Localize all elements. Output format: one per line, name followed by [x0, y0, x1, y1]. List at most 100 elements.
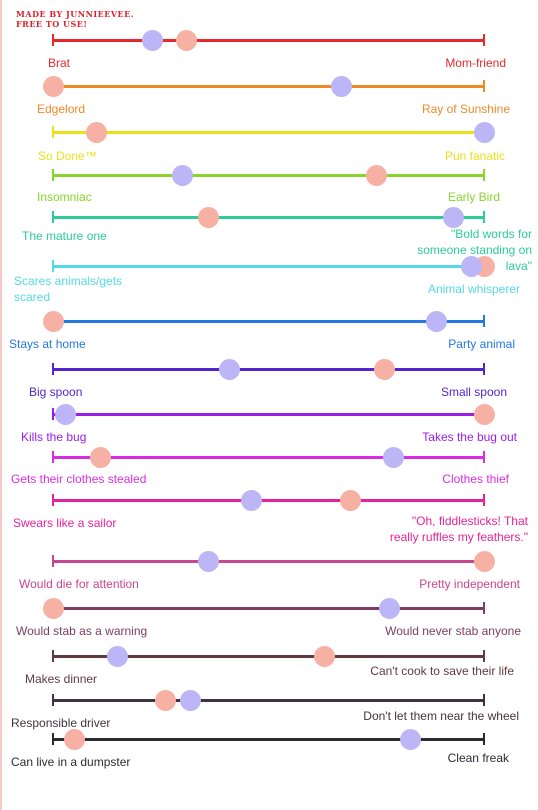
scale-line: [53, 738, 484, 741]
purple-marker-dot[interactable]: [240, 489, 262, 511]
purple-marker-dot[interactable]: [107, 645, 129, 667]
pink-marker-dot[interactable]: [365, 164, 387, 186]
scale-label-left: Would stab as a warning: [16, 624, 148, 638]
page-border-left: [0, 0, 2, 810]
scale-label-right: Clean freak: [447, 751, 509, 765]
scale-label-left: Brat: [48, 56, 71, 70]
scale-label-right: Mom-friend: [445, 56, 506, 70]
scale-tick-right: [483, 315, 485, 327]
scale-label-left: Swears like a sailor: [13, 516, 117, 530]
scale-label-left: Makes dinner: [25, 672, 98, 686]
scale-tick-right: [483, 34, 485, 46]
scale-tick-right: [483, 80, 485, 92]
scale-line: [53, 699, 484, 702]
scale-label-left: So Done™: [38, 149, 97, 163]
scale-label-right: Pretty independent: [419, 577, 520, 591]
purple-marker-dot[interactable]: [180, 689, 202, 711]
pink-marker-dot[interactable]: [64, 728, 86, 750]
scale-label-left: Can live in a dumpster: [11, 755, 131, 769]
scale-label-right: Small spoon: [440, 385, 507, 399]
pink-marker-dot[interactable]: [42, 597, 64, 619]
scale-label-right: Party animal: [448, 337, 515, 351]
scale-tick-left: [52, 555, 54, 567]
scale-line: [53, 85, 484, 88]
scale-label-left: Big spoon: [29, 385, 83, 399]
purple-marker-dot[interactable]: [219, 358, 241, 380]
credit-line-1: MADE BY JUNNIEEVEE.: [16, 9, 135, 19]
scale-tick-right: [483, 494, 485, 506]
scale-label-left: Responsible driver: [11, 716, 111, 730]
purple-marker-dot[interactable]: [171, 164, 193, 186]
scale-label-right: Clothes thief: [442, 472, 509, 486]
scale-tick-left: [52, 260, 54, 272]
scale-line: [53, 39, 484, 42]
scale-line: [53, 655, 484, 658]
scale-tick-right: [483, 733, 485, 745]
scale-tick-right: [483, 602, 485, 614]
scale-tick-right: [483, 650, 485, 662]
scale-tick-left: [52, 363, 54, 375]
scale-line: [53, 560, 484, 563]
scale-label-left: Insomniac: [37, 190, 92, 204]
purple-marker-dot[interactable]: [400, 728, 422, 750]
scale-line: [53, 499, 484, 502]
scale-tick-right: [483, 169, 485, 181]
purple-marker-dot[interactable]: [197, 550, 219, 572]
scale-line: [53, 320, 484, 323]
pink-marker-dot[interactable]: [473, 403, 495, 425]
scale-label-right: "Bold words for someone standing on lava…: [417, 227, 532, 273]
scale-label-right: Can't cook to save their life: [370, 664, 514, 678]
scale-label-left: Kills the bug: [21, 430, 87, 444]
scale-label-right: Animal whisperer: [427, 282, 520, 296]
pink-marker-dot[interactable]: [154, 689, 176, 711]
scale-line: [53, 413, 484, 416]
scale-tick-right: [483, 451, 485, 463]
purple-marker-dot[interactable]: [382, 446, 404, 468]
scale-label-right: Early Bird: [447, 190, 500, 204]
scale-line: [53, 607, 484, 610]
purple-marker-dot[interactable]: [460, 255, 482, 277]
pink-marker-dot[interactable]: [374, 358, 396, 380]
scale-label-left: Would die for attention: [19, 577, 139, 591]
purple-marker-dot[interactable]: [378, 597, 400, 619]
pink-marker-dot[interactable]: [85, 121, 107, 143]
scale-label-right: Would never stab anyone: [385, 624, 521, 638]
pink-marker-dot[interactable]: [197, 206, 219, 228]
scale-line: [53, 456, 484, 459]
purple-marker-dot[interactable]: [141, 29, 163, 51]
pink-marker-dot[interactable]: [339, 489, 361, 511]
pink-marker-dot[interactable]: [473, 550, 495, 572]
scale-tick-left: [52, 211, 54, 223]
scale-tick-right: [483, 363, 485, 375]
purple-marker-dot[interactable]: [331, 75, 353, 97]
purple-marker-dot[interactable]: [55, 403, 77, 425]
scale-tick-left: [52, 494, 54, 506]
scale-tick-right: [483, 211, 485, 223]
scale-tick-left: [52, 34, 54, 46]
scale-line: [53, 174, 484, 177]
scale-label-left: The mature one: [22, 229, 107, 243]
purple-marker-dot[interactable]: [473, 121, 495, 143]
credit-text: MADE BY JUNNIEEVEE. FREE TO USE!: [16, 9, 134, 29]
scale-label-right: Pun fanatic: [444, 149, 505, 163]
scale-tick-left: [52, 169, 54, 181]
scale-label-left: Gets their clothes stealed: [11, 472, 147, 486]
purple-marker-dot[interactable]: [426, 310, 448, 332]
scale-label-right: Don't let them near the wheel: [363, 709, 519, 723]
scale-label-right: "Oh, fiddlesticks! That really ruffles m…: [389, 514, 528, 544]
page-border-right: [538, 0, 540, 810]
scale-label-left: Stays at home: [9, 337, 86, 351]
purple-marker-dot[interactable]: [443, 206, 465, 228]
pink-marker-dot[interactable]: [314, 645, 336, 667]
credit-line-2: FREE TO USE!: [16, 19, 88, 29]
pink-marker-dot[interactable]: [176, 29, 198, 51]
scale-label-left: Scares animals/gets scared: [14, 274, 123, 304]
pink-marker-dot[interactable]: [89, 446, 111, 468]
scale-tick-left: [52, 650, 54, 662]
scale-label-right: Takes the bug out: [422, 430, 517, 444]
scale-label-left: Edgelord: [37, 102, 86, 116]
pink-marker-dot[interactable]: [42, 75, 64, 97]
scale-line: [53, 265, 484, 268]
pink-marker-dot[interactable]: [42, 310, 64, 332]
scale-tick-left: [52, 733, 54, 745]
